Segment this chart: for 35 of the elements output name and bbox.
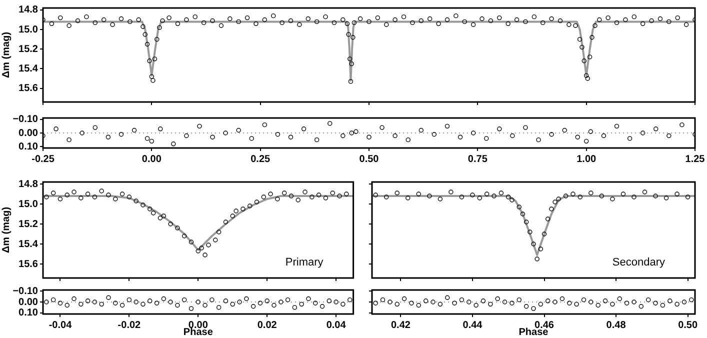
x-tick-label: 0.50	[359, 154, 380, 165]
x-tick-label: 0.50	[678, 320, 698, 331]
x-tick-label: 0.00	[142, 154, 162, 165]
y-tick-label: −0.10	[12, 286, 38, 297]
y-tick-label: 0.10	[18, 308, 38, 319]
x-tick-label: 0.75	[468, 154, 488, 165]
annotation: Primary	[285, 256, 324, 269]
y-tick-label: −0.10	[12, 114, 38, 126]
x-tick-label: -0.25	[32, 154, 55, 165]
y-tick-label: 15.2	[18, 218, 38, 230]
x-tick-label: -0.04	[48, 320, 72, 331]
y-tick-label: 15.0	[18, 198, 38, 210]
x-tick-label: 1.00	[576, 154, 596, 165]
x-tick-label: 0.25	[250, 154, 270, 165]
x-tick-label: -0.02	[118, 320, 142, 331]
x-tick-label: 0.48	[606, 320, 626, 331]
y-tick-label: 15.6	[18, 83, 38, 94]
y-tick-label: 0.10	[18, 141, 38, 152]
y-tick-label: 0.00	[18, 128, 38, 139]
y-tick-label: 15.4	[18, 63, 38, 74]
y-tick-label: 14.8	[18, 4, 38, 16]
annotation: Secondary	[612, 256, 666, 269]
y-tick-label: 15.0	[18, 24, 38, 36]
y-tick-label: 15.2	[18, 44, 38, 55]
y-axis-title: Δm (mag)	[0, 32, 12, 78]
y-axis-title: Δm (mag)	[0, 206, 12, 254]
y-tick-label: 15.4	[18, 238, 38, 250]
x-tick-label: 0.04	[326, 320, 346, 331]
x-tick-label: 0.44	[462, 320, 483, 331]
x-tick-label: 0.02	[257, 320, 278, 331]
x-tick-label: 1.25	[685, 154, 706, 165]
y-tick-label: 0.00	[18, 296, 38, 308]
y-tick-label: 14.8	[18, 178, 38, 190]
y-tick-label: 15.6	[18, 258, 38, 270]
x-tick-label: 0.42	[390, 320, 411, 331]
